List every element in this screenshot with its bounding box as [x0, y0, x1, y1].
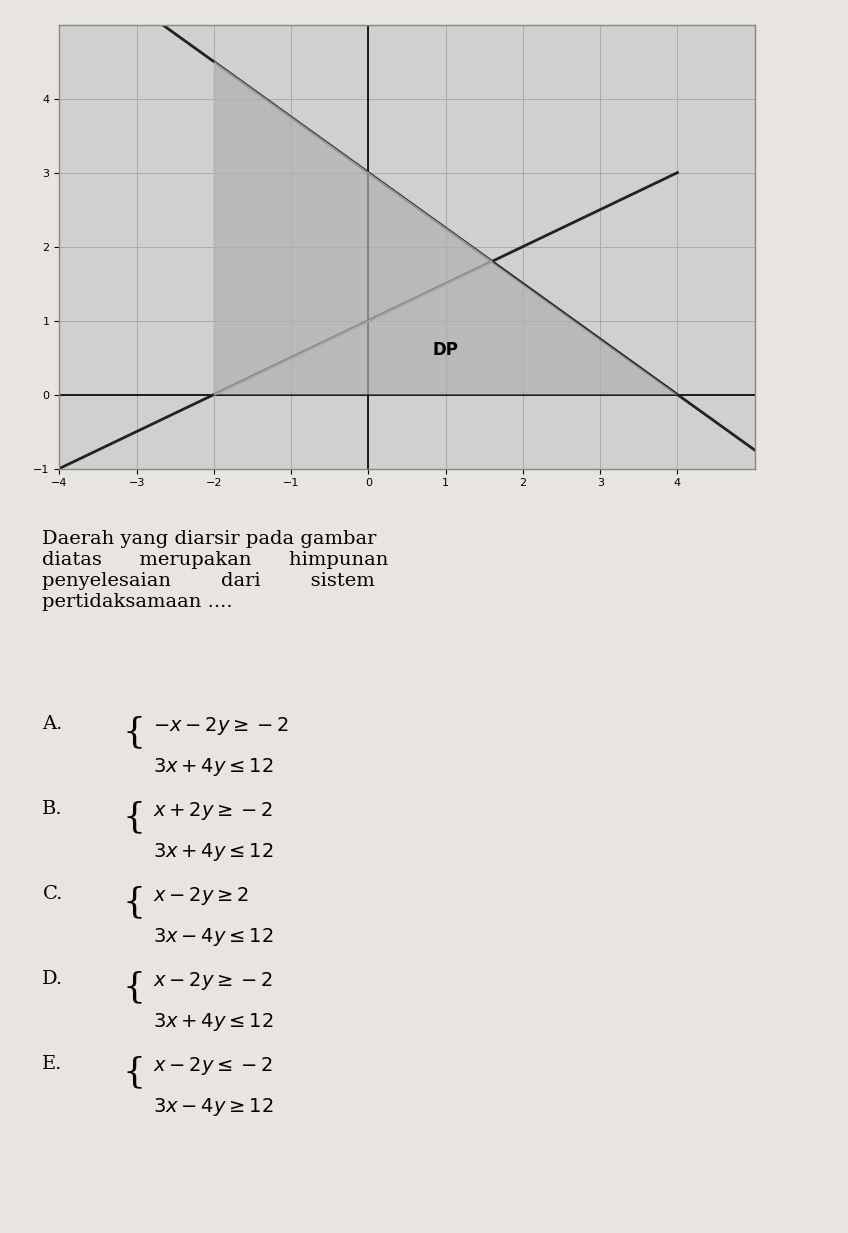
Text: $x - 2y \geq 2$: $x - 2y \geq 2$ [153, 885, 248, 907]
Text: $-x - 2y \geq -2$: $-x - 2y \geq -2$ [153, 715, 288, 737]
Text: $3x - 4y \leq 12$: $3x - 4y \leq 12$ [153, 926, 273, 948]
Text: $3x + 4y \leq 12$: $3x + 4y \leq 12$ [153, 1011, 273, 1033]
Text: C.: C. [42, 885, 63, 904]
Text: A.: A. [42, 715, 63, 734]
Text: {: { [123, 885, 146, 920]
Polygon shape [214, 261, 678, 395]
Text: $3x + 4y \leq 12$: $3x + 4y \leq 12$ [153, 756, 273, 778]
Text: $x - 2y \leq -2$: $x - 2y \leq -2$ [153, 1055, 273, 1078]
Text: Daerah yang diarsir pada gambar
diatas      merupakan      himpunan
penyelesaian: Daerah yang diarsir pada gambar diatas m… [42, 530, 388, 610]
Text: E.: E. [42, 1055, 63, 1074]
Text: D.: D. [42, 970, 64, 989]
Text: {: { [123, 1055, 146, 1090]
Text: $3x - 4y \geq 12$: $3x - 4y \geq 12$ [153, 1096, 273, 1118]
Text: $x - 2y \geq -2$: $x - 2y \geq -2$ [153, 970, 273, 993]
Text: {: { [123, 800, 146, 835]
Text: $x + 2y \geq -2$: $x + 2y \geq -2$ [153, 800, 273, 822]
Text: {: { [123, 970, 146, 1005]
Text: $3x + 4y \leq 12$: $3x + 4y \leq 12$ [153, 841, 273, 863]
Text: {: { [123, 715, 146, 750]
Text: B.: B. [42, 800, 63, 819]
Text: DP: DP [432, 342, 459, 359]
